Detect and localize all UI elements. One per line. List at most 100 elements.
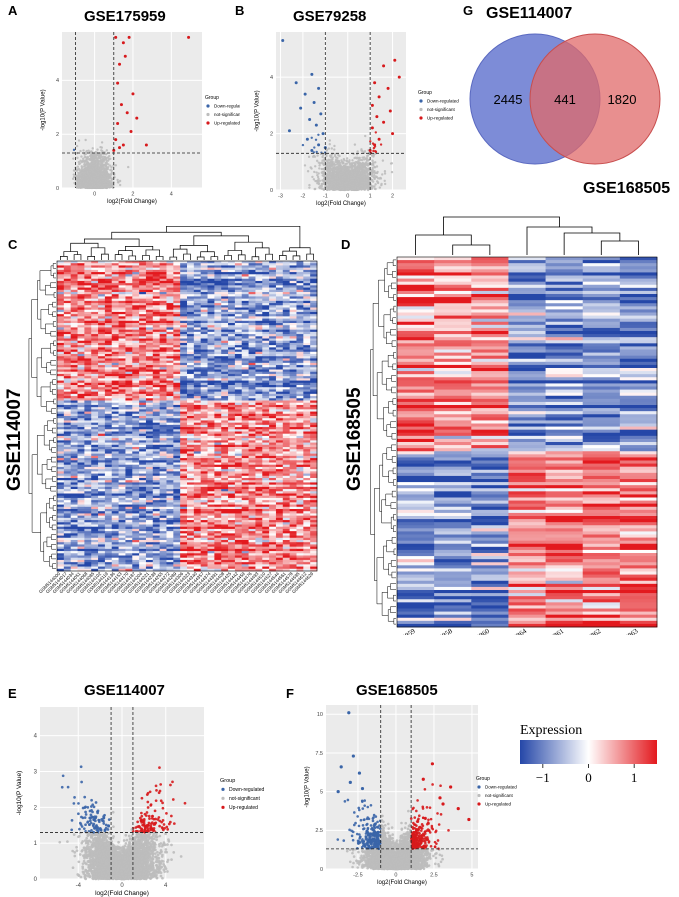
volcano-point	[366, 154, 370, 157]
volcano-point	[116, 178, 119, 182]
volcano-point	[81, 157, 85, 161]
volcano-point	[328, 158, 331, 162]
volcano-point	[91, 183, 94, 187]
volcano-point	[327, 175, 330, 178]
point-cloud	[301, 131, 394, 192]
volcano-point	[350, 166, 354, 169]
volcano-point	[86, 183, 89, 187]
significant-point	[116, 121, 120, 125]
legend-label: Up-regulated	[214, 121, 240, 126]
volcano-point	[89, 156, 93, 160]
x-tick-label: 4	[170, 192, 173, 198]
panel-a-title: GSE175959	[84, 8, 166, 25]
volcano-point	[82, 171, 86, 175]
y-tick-label: 0	[56, 186, 59, 192]
volcano-point	[96, 148, 99, 151]
volcano-point	[329, 166, 332, 169]
volcano-point	[88, 158, 91, 161]
volcano-point	[390, 162, 394, 165]
volcano-point	[318, 164, 321, 167]
volcano-point	[100, 141, 104, 144]
volcano-point	[353, 156, 356, 160]
volcano-point	[118, 183, 122, 187]
volcano-point	[362, 156, 366, 159]
volcano-point	[114, 164, 118, 167]
volcano-point	[72, 173, 76, 176]
volcano-point	[84, 182, 88, 185]
significant-point	[135, 116, 139, 120]
volcano-point	[96, 157, 99, 160]
volcano-point	[318, 167, 321, 170]
volcano-point	[330, 162, 334, 165]
volcano-point	[93, 182, 96, 186]
volcano-point	[116, 180, 120, 184]
plot-background	[276, 32, 406, 190]
volcano-point	[318, 187, 322, 190]
volcano-point	[87, 164, 91, 167]
volcano-point	[313, 187, 316, 191]
significant-point	[129, 130, 133, 134]
legend-key	[206, 112, 210, 117]
volcano-point	[91, 160, 95, 163]
volcano-point	[308, 186, 311, 189]
volcano-point	[351, 159, 354, 162]
volcano-point	[374, 175, 378, 178]
volcano-point	[93, 162, 96, 165]
volcano-point	[79, 159, 82, 162]
volcano-point	[127, 165, 130, 169]
volcano-point	[98, 183, 101, 187]
panel-b-title: GSE79258	[293, 8, 366, 25]
volcano-point	[333, 144, 336, 148]
volcano-point	[383, 172, 387, 175]
volcano-point	[320, 182, 324, 186]
volcano-point	[92, 155, 96, 159]
volcano-point	[84, 152, 88, 156]
volcano-point	[316, 154, 319, 157]
volcano-point	[328, 154, 332, 158]
volcano-point	[380, 182, 383, 186]
volcano-point	[82, 149, 85, 152]
volcano-point	[109, 173, 112, 177]
volcano-point	[104, 161, 108, 165]
volcano-point	[76, 180, 79, 184]
volcano-point	[334, 152, 337, 156]
legend-label: not-significant	[214, 112, 240, 117]
volcano-point	[100, 186, 104, 189]
volcano-point	[103, 183, 107, 186]
volcano-point	[379, 143, 383, 146]
volcano-point	[72, 157, 75, 160]
volcano-point	[322, 162, 325, 165]
y-axis-label: -log10(P Value)	[40, 89, 46, 130]
volcano-point	[76, 186, 80, 189]
volcano-point	[372, 149, 375, 153]
volcano-point	[374, 161, 377, 164]
volcano-point	[78, 162, 82, 165]
volcano-point	[95, 165, 98, 169]
plot-background	[62, 32, 202, 188]
volcano-point	[331, 158, 334, 161]
volcano-point	[357, 159, 360, 162]
volcano-point	[104, 152, 108, 156]
volcano-point	[313, 155, 317, 158]
volcano-point	[92, 167, 95, 171]
volcano-point	[345, 157, 349, 160]
volcano-point	[99, 177, 102, 180]
legend: GroupDown-regulatednot-significantUp-reg…	[205, 95, 240, 126]
volcano-point	[75, 144, 79, 148]
volcano-point	[372, 174, 376, 177]
volcano-point	[103, 155, 107, 159]
volcano-point	[103, 181, 106, 184]
volcano-point	[109, 157, 112, 160]
volcano-point	[327, 147, 331, 150]
volcano-point	[333, 154, 337, 158]
significant-point	[118, 146, 122, 150]
volcano-point	[317, 133, 320, 136]
volcano-point	[105, 149, 109, 152]
volcano-point	[337, 153, 340, 157]
volcano-point	[359, 158, 362, 162]
volcano-point	[95, 172, 98, 176]
y-tick-label: 2	[56, 132, 59, 138]
volcano-point	[93, 177, 97, 181]
volcano-point	[318, 179, 321, 183]
panel-b-letter: B	[235, 3, 244, 18]
